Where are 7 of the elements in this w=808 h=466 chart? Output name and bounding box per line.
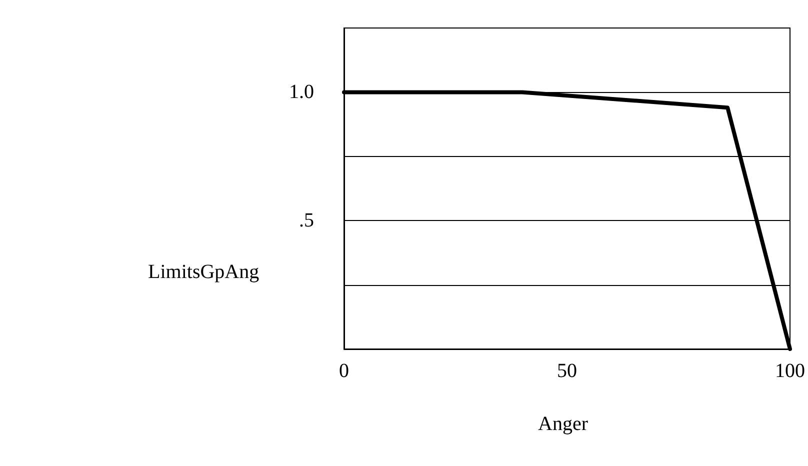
y-axis-title: LimitsGpAng <box>148 261 260 283</box>
y-tick-label: .5 <box>299 210 314 232</box>
x-tick-label: 0 <box>339 360 349 382</box>
x-axis-title: Anger <box>538 413 588 435</box>
y-tick-label: 1.0 <box>289 81 314 104</box>
x-tick-label: 100 <box>775 360 805 382</box>
x-tick-label: 50 <box>557 360 577 382</box>
